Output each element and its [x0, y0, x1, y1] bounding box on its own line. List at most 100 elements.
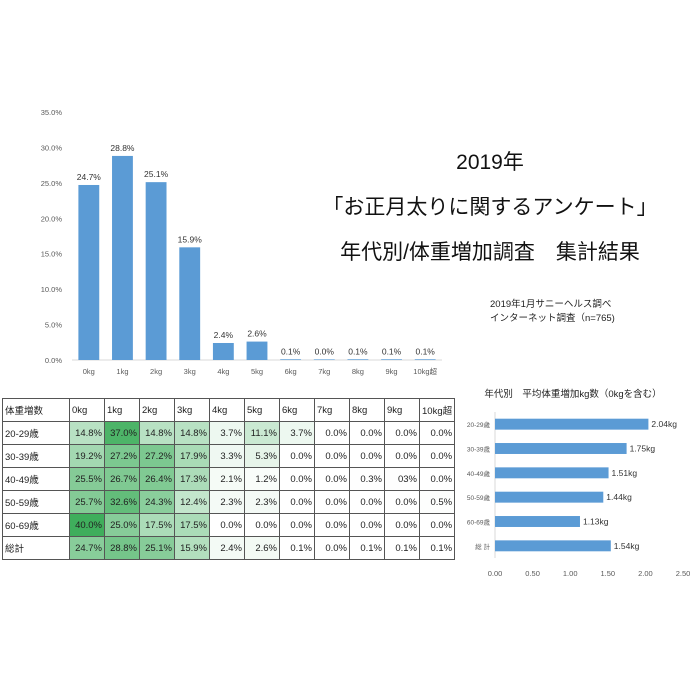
- y-tick-label: 5.0%: [45, 321, 62, 330]
- percentage-bar-chart: 0.0% 5.0% 10.0% 15.0% 20.0% 25.0% 30.0% 35.0% 24…: [41, 108, 442, 376]
- table-cell: 0.0%: [279, 444, 315, 468]
- bar-value-label: 0.1%: [281, 346, 301, 356]
- x-tick-label: 2.00: [638, 569, 653, 578]
- bar: [112, 155, 133, 360]
- source-note: 2019年1月サニーヘルス調べ インターネット調査（n=765): [490, 298, 615, 326]
- bar-value-label: 28.8%: [110, 143, 135, 153]
- x-tick-label: 0kg: [83, 367, 95, 376]
- bar-value-label: 2.4%: [214, 330, 234, 340]
- row-label: 30-39歳: [2, 444, 70, 468]
- hbar: [495, 418, 649, 430]
- table-cell: 0.0%: [384, 444, 420, 468]
- table-cell: 3.7%: [209, 421, 245, 445]
- x-tick-label: 3kg: [184, 367, 196, 376]
- x-tick-label: 1.50: [600, 569, 615, 578]
- bar: [414, 359, 436, 360]
- table-cell: 0.0%: [349, 490, 385, 514]
- column-header: 2kg: [139, 398, 175, 422]
- table-cell: 26.7%: [104, 467, 140, 491]
- table-cell: 0.3%: [349, 467, 385, 491]
- hbar: [495, 491, 604, 503]
- bar: [212, 342, 234, 360]
- table-cell: 0.1%: [349, 536, 385, 560]
- source-method: インターネット調査（n=765): [490, 313, 615, 324]
- average-gain-hbar-chart: 年代別 平均体重増加kg数（0kgを含む） 2.04kg 20-29歳 1.75kg 3…: [467, 388, 691, 578]
- table-cell: 0.5%: [418, 490, 456, 514]
- table-cell: 0.0%: [418, 467, 456, 491]
- hbar-value-label: 1.44kg: [606, 492, 632, 502]
- table-cell: 0.0%: [418, 421, 456, 445]
- x-tick-label: 2kg: [150, 367, 162, 376]
- title-year: 2019年: [456, 151, 524, 174]
- column-header: 0kg: [69, 398, 105, 422]
- column-header: 9kg: [384, 398, 420, 422]
- weight-gain-table: 体重増数 0kg 1kg 2kg 3kg 4kg 5kg 6kg 7kg 8kg 9kg 10kg超 2…: [2, 398, 456, 560]
- row-label: 20-29歳: [2, 421, 70, 445]
- bar-value-label: 15.9%: [178, 234, 203, 244]
- table-header-row: 体重増数 0kg 1kg 2kg 3kg 4kg 5kg 6kg 7kg 8kg 9kg 10kg超: [2, 398, 456, 422]
- x-tick-label: 9kg: [385, 367, 397, 376]
- x-tick-label: 1.00: [563, 569, 578, 578]
- table-cell: 2.4%: [209, 536, 245, 560]
- source-date: 2019年1月サニーヘルス調べ: [490, 299, 612, 310]
- hbar: [495, 540, 611, 552]
- column-header: 3kg: [174, 398, 210, 422]
- table-row: 60-69歳 40.0% 25.0% 17.5% 17.5% 0.0% 0.0% 0.0% 0.…: [2, 513, 456, 537]
- x-tick-label: 10kg超: [413, 367, 437, 376]
- table-cell: 14.8%: [69, 421, 105, 445]
- column-header: 5kg: [244, 398, 280, 422]
- table-cell: 03%: [384, 467, 420, 491]
- bar: [313, 359, 335, 360]
- table-cell: 0.0%: [349, 444, 385, 468]
- table-cell: 25.1%: [139, 536, 175, 560]
- table-cell: 17.3%: [174, 467, 210, 491]
- bar-value-label: 25.1%: [144, 169, 169, 179]
- hbar-value-label: 1.54kg: [614, 541, 640, 551]
- table-cell: 3.3%: [209, 444, 245, 468]
- column-header: 6kg: [279, 398, 315, 422]
- table-cell: 14.8%: [139, 421, 175, 445]
- table-cell: 2.3%: [209, 490, 245, 514]
- x-tick-label: 1kg: [116, 367, 128, 376]
- table-cell: 15.9%: [174, 536, 210, 560]
- column-header: 8kg: [349, 398, 385, 422]
- table-cell: 0.0%: [349, 421, 385, 445]
- table-cell: 24.7%: [69, 536, 105, 560]
- bar-value-label: 0.1%: [348, 346, 368, 356]
- x-tick-label: 0.50: [525, 569, 540, 578]
- column-header: 体重増数: [2, 398, 70, 422]
- hbar-value-label: 1.75kg: [630, 444, 656, 454]
- y-tick-label: 20.0%: [41, 214, 63, 223]
- hbar-value-label: 1.51kg: [612, 468, 638, 478]
- table-cell: 0.0%: [384, 490, 420, 514]
- table-cell: 0.0%: [279, 513, 315, 537]
- table-cell: 2.6%: [244, 536, 280, 560]
- table-cell: 24.3%: [139, 490, 175, 514]
- table-cell: 27.2%: [139, 444, 175, 468]
- bar-value-label: 0.0%: [315, 346, 335, 356]
- hbar-category-label: 総 計: [475, 542, 490, 551]
- bar: [246, 341, 268, 360]
- table-cell: 17.5%: [139, 513, 175, 537]
- hbar-chart-title: 年代別 平均体重増加kg数（0kgを含む）: [484, 388, 661, 400]
- title-subtitle: 年代別/体重増加調査 集計結果: [340, 241, 640, 264]
- table-cell: 11.1%: [244, 421, 280, 445]
- table-cell: 0.0%: [279, 490, 315, 514]
- table-cell: 1.2%: [244, 467, 280, 491]
- table-row: 40-49歳 25.5% 26.7% 26.4% 17.3% 2.1% 1.2% 0.0% 0.…: [2, 467, 456, 491]
- column-header: 10kg超: [418, 398, 456, 422]
- y-tick-label: 15.0%: [41, 250, 63, 259]
- table-cell: 0.0%: [314, 490, 350, 514]
- table-cell: 0.0%: [418, 513, 456, 537]
- table-cell: 17.5%: [174, 513, 210, 537]
- table-cell: 17.9%: [174, 444, 210, 468]
- x-tick-label: 8kg: [352, 367, 364, 376]
- title-survey-name: 「お正月太りに関するアンケート」: [322, 196, 658, 219]
- y-tick-label: 0.0%: [45, 356, 62, 365]
- table-cell: 12.4%: [174, 490, 210, 514]
- x-tick-label: 2.50: [676, 569, 691, 578]
- column-header: 1kg: [104, 398, 140, 422]
- table-cell: 0.0%: [418, 444, 456, 468]
- hbar-category-label: 20-29歳: [467, 420, 491, 429]
- table-cell: 27.2%: [104, 444, 140, 468]
